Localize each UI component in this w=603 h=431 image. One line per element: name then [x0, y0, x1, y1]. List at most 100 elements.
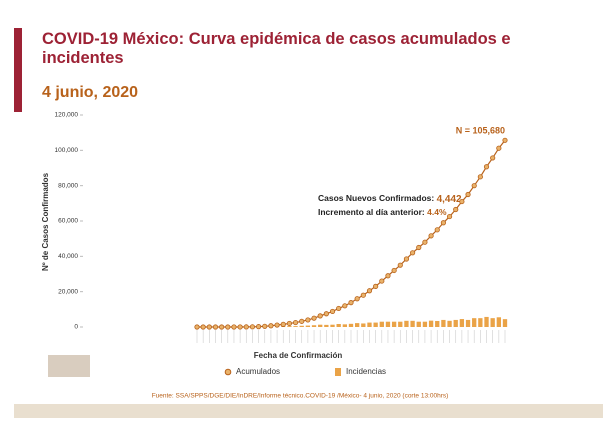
bar — [324, 325, 328, 327]
new-cases-value: 4,442 — [437, 194, 462, 205]
point — [503, 138, 507, 142]
point — [435, 228, 439, 232]
logo — [48, 355, 90, 377]
bar — [349, 324, 353, 327]
point — [330, 309, 334, 313]
title-part: incidentes — [42, 49, 124, 67]
bar — [318, 325, 322, 327]
x-axis-label: Fecha de Confirmación — [254, 351, 343, 360]
point — [380, 279, 384, 283]
point — [244, 325, 248, 329]
bar — [373, 323, 377, 327]
point — [207, 325, 211, 329]
point — [454, 207, 458, 211]
bar — [404, 321, 408, 327]
chart-subtitle: 4 junio, 2020 — [42, 84, 138, 101]
point — [269, 324, 273, 328]
point — [490, 156, 494, 160]
total-annotation: N = 105,680 — [456, 125, 505, 135]
bar — [300, 326, 304, 327]
title-part: COVID-19 México: Curva epidémica de caso… — [42, 30, 511, 48]
point — [232, 325, 236, 329]
chart-title-line1: COVID-19 México: Curva epidémica de caso… — [42, 30, 511, 67]
point — [386, 274, 390, 278]
accent-bar — [14, 28, 22, 112]
point — [343, 304, 347, 308]
point — [238, 325, 242, 329]
point — [484, 165, 488, 169]
point — [404, 257, 408, 261]
y-tick-label: 120,000 — [55, 112, 79, 119]
point — [201, 325, 205, 329]
bar — [478, 318, 482, 327]
increment-label: Incremento al día anterior: — [318, 207, 427, 217]
bar — [466, 320, 470, 327]
point — [466, 192, 470, 196]
bar — [293, 326, 297, 327]
source-note: Fuente: SSA/SPPS/DGE/DIE/InDRE/Informe t… — [152, 393, 449, 400]
y-axis-label: Nº de Casos Confirmados — [41, 172, 50, 271]
point — [472, 183, 476, 187]
point — [219, 325, 223, 329]
new-cases-annotation: Casos Nuevos Confirmados: 4,442 — [318, 193, 462, 204]
point — [256, 324, 260, 328]
y-tick-label: 0 — [74, 324, 78, 331]
y-tick-label: 80,000 — [58, 182, 78, 189]
bar — [503, 319, 507, 327]
bar — [417, 322, 421, 327]
footer-band — [14, 404, 603, 418]
bar — [429, 321, 433, 327]
point — [287, 321, 291, 325]
bar — [460, 319, 464, 327]
bar — [361, 323, 365, 327]
point — [361, 293, 365, 297]
point — [318, 314, 322, 318]
point — [336, 306, 340, 310]
y-tick-label: 100,000 — [55, 147, 79, 154]
legend-swatch — [225, 369, 231, 375]
bar — [337, 324, 341, 327]
point — [213, 325, 217, 329]
point — [300, 319, 304, 323]
bar — [423, 322, 427, 327]
bar — [497, 317, 501, 327]
point — [195, 325, 199, 329]
point — [497, 146, 501, 150]
bar — [454, 320, 458, 327]
bar — [410, 321, 414, 327]
point — [423, 240, 427, 244]
bar — [491, 318, 495, 327]
bar — [355, 323, 359, 327]
bar — [287, 326, 291, 327]
y-tick-label: 40,000 — [58, 253, 78, 260]
line — [197, 140, 505, 327]
bar — [312, 325, 316, 327]
point — [312, 316, 316, 320]
bar — [441, 320, 445, 327]
bar — [367, 323, 371, 327]
point — [367, 289, 371, 293]
bar — [343, 324, 347, 327]
point — [441, 221, 445, 225]
point — [355, 297, 359, 301]
legend-label: Acumulados — [236, 367, 280, 376]
point — [275, 323, 279, 327]
point — [263, 324, 267, 328]
point — [306, 318, 310, 322]
point — [417, 245, 421, 249]
point — [410, 251, 414, 255]
bar — [386, 322, 390, 327]
point — [293, 320, 297, 324]
new-cases-label: Casos Nuevos Confirmados: — [318, 193, 437, 203]
bar — [330, 325, 334, 327]
bar — [447, 321, 451, 327]
point — [392, 268, 396, 272]
bar — [484, 317, 488, 327]
point — [324, 312, 328, 316]
legend-label: Incidencias — [346, 367, 386, 376]
bar — [398, 322, 402, 327]
increment-annotation: Incremento al día anterior: 4.4% — [318, 207, 447, 217]
point — [373, 284, 377, 288]
